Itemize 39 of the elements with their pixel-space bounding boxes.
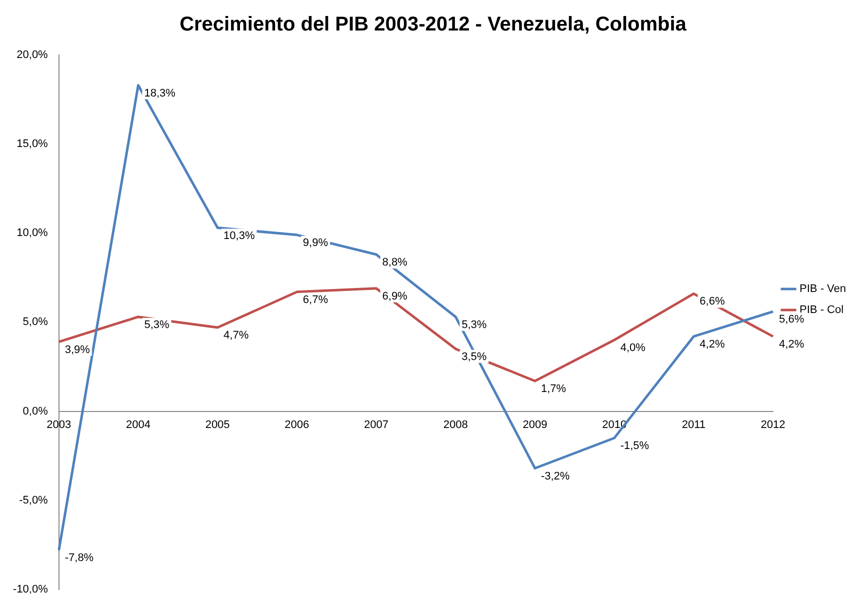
y-tick-label: -5,0% [19, 494, 48, 506]
x-tick-label: 2003 [46, 418, 72, 431]
data-label: 6,9% [382, 290, 408, 302]
data-label: 5,6% [779, 314, 804, 326]
x-tick-label: 2009 [522, 418, 548, 431]
data-label: 4,0% [620, 342, 646, 354]
data-label: 5,3% [462, 318, 487, 331]
y-tick-label: 5,0% [22, 316, 48, 328]
data-label: -1,5% [620, 440, 650, 452]
x-tick-label: 2011 [682, 418, 706, 431]
data-label: -3,2% [540, 470, 570, 482]
data-label: -7,8% [64, 552, 94, 564]
data-label: 5,3% [144, 318, 170, 331]
y-tick-label: 0,0% [22, 405, 48, 418]
x-tick-label: 2006 [284, 418, 310, 431]
data-label: 3,9% [64, 344, 90, 356]
chart-title: Crecimiento del PIB 2003-2012 - Venezuela, Colombia [180, 14, 688, 36]
data-label: 4,2% [700, 338, 725, 350]
data-label: 9,9% [302, 236, 328, 249]
data-label: 10,3% [224, 230, 255, 242]
text: PIB - Col [800, 304, 844, 316]
data-label: 6,6% [700, 296, 725, 308]
data-label: 8,8% [382, 256, 408, 269]
x-tick-label: 2007 [364, 418, 389, 431]
x-tick-label: 2012 [760, 418, 786, 431]
data-label: 4,2% [779, 338, 804, 350]
x-tick-label: 2008 [443, 418, 468, 431]
x-tick-label: 2004 [126, 418, 150, 431]
y-tick-label: -10,0% [12, 583, 48, 596]
y-tick-label: 20,0% [16, 49, 48, 62]
y-tick-label: 15,0% [16, 138, 48, 150]
data-label: 1,7% [540, 383, 566, 396]
y-tick-label: 10,0% [16, 227, 48, 240]
legend-label: PIB - Ven [800, 283, 846, 296]
data-label: 3,5% [462, 350, 487, 363]
data-label: 4,7% [224, 330, 249, 342]
data-label: 6,7% [302, 294, 328, 306]
data-label: 18,3% [144, 87, 176, 100]
x-tick-label: 2005 [205, 418, 230, 431]
